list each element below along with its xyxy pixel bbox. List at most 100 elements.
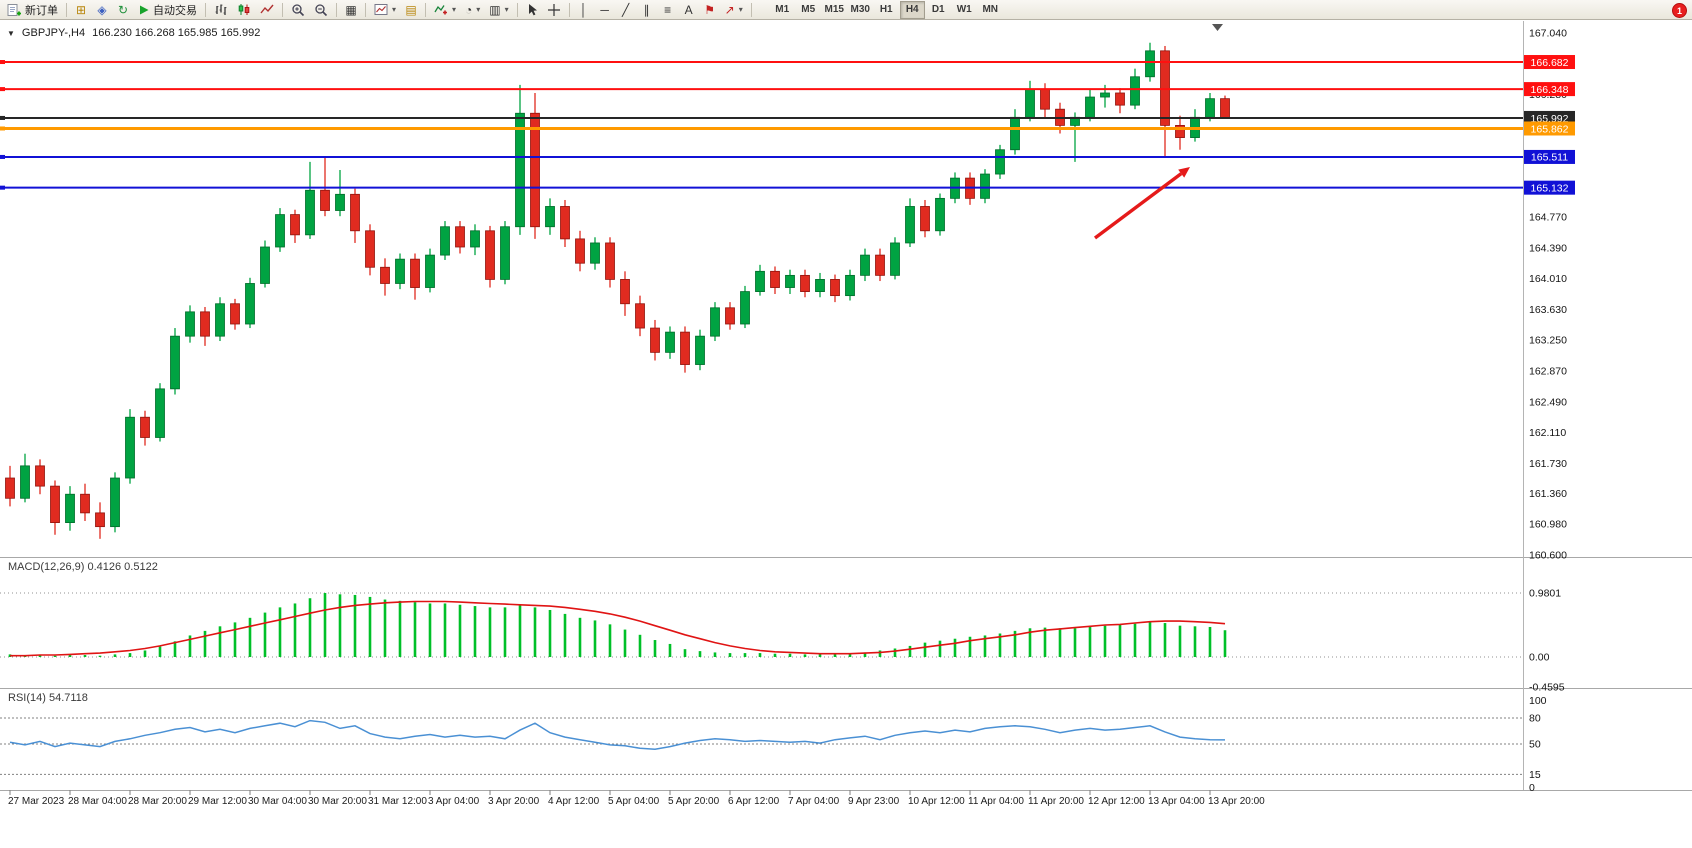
text-label-button[interactable]: ⚑ (700, 1, 720, 19)
hline-anchor (0, 87, 5, 92)
trendline-button[interactable]: ╱ (616, 1, 636, 19)
price-tick-label: 164.390 (1529, 242, 1567, 254)
zoom-in-button[interactable] (287, 1, 309, 19)
new-order-button[interactable]: 新订单 (3, 1, 62, 19)
navigator-button[interactable]: ◈ (92, 1, 112, 19)
candle-body (1085, 96, 1095, 118)
candle-body (365, 230, 375, 268)
timeframe-m30-button[interactable]: M30 (848, 1, 873, 19)
timeframe-m1-button[interactable]: M1 (770, 1, 795, 19)
candlestick-chart-button[interactable] (233, 1, 255, 19)
fibonacci-button[interactable]: ≡ (658, 1, 678, 19)
new-order-icon (7, 3, 21, 16)
timeframe-d1-button[interactable]: D1 (926, 1, 951, 19)
candle-body (305, 189, 315, 236)
price-badge-label: 165.511 (1531, 152, 1568, 164)
time-tick-label: 28 Mar 20:00 (128, 796, 187, 807)
arrows-tool-button[interactable]: ↗ ▾ (721, 1, 747, 19)
candle-body (500, 226, 510, 280)
time-axis: 27 Mar 2023 28 Mar 04:00 28 Mar 20:00 29 Ma… (8, 790, 1265, 807)
market-watch-button[interactable]: ⊞ (71, 1, 91, 19)
auto-trading-icon (140, 5, 149, 14)
candle-body (200, 311, 210, 337)
candle-body (635, 303, 645, 329)
chart-canvas[interactable]: 167.040166.280164.770164.390164.010163.6… (0, 21, 1692, 848)
chevron-down-icon: ▾ (504, 5, 509, 14)
terminal-button[interactable]: ↻ (113, 1, 133, 19)
rsi-axis-label: 80 (1529, 712, 1541, 724)
cursor-icon (528, 3, 537, 15)
candle-body (350, 193, 360, 232)
notification-badge[interactable]: 1 (1672, 3, 1687, 18)
market-watch-icon: ⊞ (75, 2, 87, 17)
templates-button[interactable]: ▥ ▾ (485, 1, 512, 19)
zoom-out-button[interactable] (310, 1, 332, 19)
price-axis: 167.040166.280164.770164.390164.010163.6… (1524, 28, 1575, 562)
candle-body (740, 291, 750, 325)
time-tick-label: 11 Apr 20:00 (1028, 796, 1084, 807)
cursor-button[interactable] (522, 1, 542, 19)
horizontal-line-icon: ─ (600, 2, 609, 17)
annotation-arrow[interactable] (1093, 167, 1190, 240)
equidistant-channel-button[interactable]: ∥ (637, 1, 657, 19)
chevron-down-icon: ▾ (392, 5, 397, 14)
candle-body (1100, 92, 1110, 98)
candle-body (860, 254, 870, 276)
hline-anchor (0, 60, 5, 65)
candle-body (560, 206, 570, 240)
rsi-panel: 100 80 50 150 (0, 695, 1547, 794)
indicators-button[interactable]: ▾ (430, 1, 460, 19)
timeframe-h1-button[interactable]: H1 (874, 1, 899, 19)
candle-body (110, 477, 120, 528)
candle-body (215, 303, 225, 337)
candle-body (830, 279, 840, 297)
candle-body (770, 270, 780, 288)
time-tick-label: 29 Mar 12:00 (188, 796, 247, 807)
candle-body (875, 254, 885, 276)
timeframe-w1-button[interactable]: W1 (952, 1, 977, 19)
fibonacci-icon: ≡ (664, 2, 672, 17)
bar-chart-button[interactable] (210, 1, 232, 19)
line-chart-button[interactable] (256, 1, 278, 19)
crosshair-button[interactable] (543, 1, 565, 19)
chevron-down-icon: ▾ (452, 5, 457, 14)
clock-icon: ◔ (465, 2, 473, 17)
price-tick-label: 161.360 (1529, 488, 1567, 500)
price-tick-label: 162.110 (1529, 427, 1566, 439)
candle-body (425, 254, 435, 288)
auto-trading-button[interactable]: 自动交易 (134, 1, 201, 19)
price-tick-label: 162.870 (1529, 366, 1567, 378)
timeframe-h4-button[interactable]: H4 (899, 0, 925, 19)
time-tick-label: 10 Apr 12:00 (908, 796, 965, 807)
auto-trading-label: 自动交易 (153, 4, 197, 17)
candles-layer (5, 42, 1230, 539)
candle-body (470, 230, 480, 248)
candle-body (185, 311, 195, 337)
time-tick-label: 11 Apr 04:00 (968, 796, 1024, 807)
one-click-panel-icon[interactable]: ▼ (7, 28, 15, 38)
candle-body (155, 388, 165, 438)
vertical-line-button[interactable]: │ (574, 1, 594, 19)
tile-windows-button[interactable]: ▦ (341, 1, 361, 19)
timeframe-m15-button[interactable]: M15 (822, 1, 847, 19)
time-tick-label: 5 Apr 20:00 (668, 796, 720, 807)
new-chart-button[interactable]: ▾ (370, 1, 400, 19)
candle-body (1040, 88, 1050, 110)
timeframe-mn-button[interactable]: MN (978, 1, 1003, 19)
candle-body (290, 214, 300, 236)
text-tool-button[interactable]: A (679, 1, 699, 19)
horizontal-line-button[interactable]: ─ (595, 1, 615, 19)
rsi-axis-label: 0 (1529, 782, 1535, 794)
indicators-icon (434, 5, 448, 15)
toolbar-separator (365, 2, 366, 17)
chart-shift-marker[interactable] (1212, 24, 1223, 31)
timeframe-m5-button[interactable]: M5 (796, 1, 821, 19)
hlines-layer[interactable] (0, 60, 1523, 190)
periods-button[interactable]: ◔ ▾ (461, 1, 484, 19)
profiles-button[interactable]: ▤ (401, 1, 421, 19)
rsi-line (9, 719, 1226, 750)
candle-body (545, 206, 555, 228)
time-tick-label: 13 Apr 04:00 (1148, 796, 1205, 807)
candle-body (515, 112, 525, 228)
price-badge-label: 166.682 (1531, 57, 1569, 69)
